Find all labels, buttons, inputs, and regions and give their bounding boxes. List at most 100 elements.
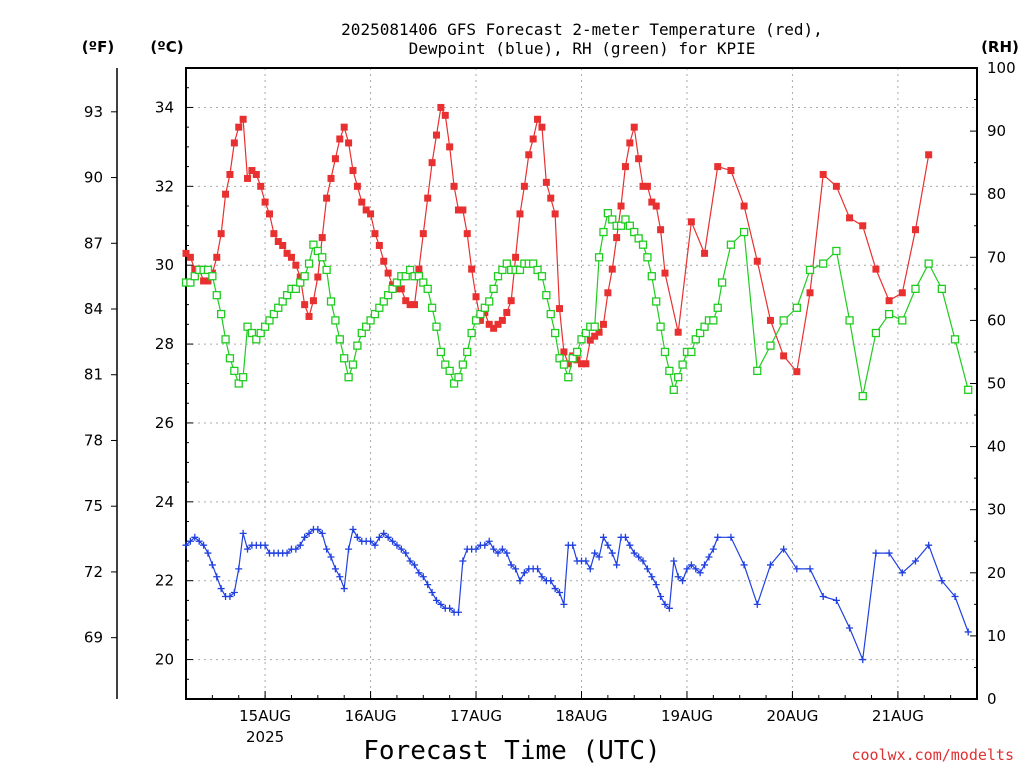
fahrenheit-unit-label: (ºF) — [82, 38, 114, 56]
fahrenheit-tick-label: 78 — [84, 431, 103, 449]
dewpoint-point — [586, 565, 594, 573]
temperature-point — [538, 123, 546, 131]
dewpoint-point — [375, 533, 383, 541]
temperature-point — [476, 316, 484, 324]
temperature-point — [468, 265, 476, 273]
temperature-point — [406, 301, 414, 309]
rh-point — [423, 284, 432, 294]
dewpoint-point — [626, 541, 634, 549]
rh-point — [458, 360, 468, 369]
temperature-point — [349, 167, 357, 175]
temperature-point — [701, 249, 709, 257]
temperature-point — [375, 241, 383, 249]
rh-point — [950, 335, 960, 344]
rh-point — [630, 227, 639, 237]
rh-point — [687, 347, 696, 357]
temperature-point — [428, 159, 436, 167]
temperature-point — [582, 360, 590, 368]
fahrenheit-tick-label: 93 — [84, 103, 103, 121]
dewpoint-point — [507, 561, 515, 569]
series-layer — [181, 103, 973, 664]
rh-point — [480, 303, 489, 312]
rh-unit-label: (RH) — [981, 38, 1019, 56]
celsius-tick-label: 20 — [155, 651, 174, 669]
rh-point — [709, 316, 718, 325]
temperature-point — [204, 277, 212, 285]
temperature-point — [213, 253, 221, 261]
dewpoint-point — [692, 565, 700, 573]
x-tick-label: 20AUG — [766, 707, 818, 725]
temperature-point — [437, 103, 445, 111]
dewpoint-point — [613, 561, 621, 569]
celsius-tick-label: 26 — [155, 414, 174, 432]
x-tick-label: 18AUG — [556, 707, 608, 725]
rh-point — [208, 272, 217, 281]
rh-point — [225, 354, 235, 363]
x-tick-label: 19AUG — [661, 707, 713, 725]
dewpoint-point — [323, 545, 331, 553]
rh-point — [898, 316, 907, 325]
temperature-point — [652, 202, 660, 210]
temperature-point — [257, 182, 265, 190]
rh-point — [739, 227, 749, 237]
rh-point — [533, 265, 542, 275]
rh-point — [608, 215, 617, 224]
dewpoint-point — [701, 561, 709, 569]
rh-point — [265, 316, 274, 325]
temperature-point — [525, 151, 533, 159]
x-tick-label: 17AUG — [450, 707, 502, 725]
temperature-point — [358, 198, 366, 206]
temperature-point — [441, 111, 449, 119]
dewpoint-point — [538, 573, 546, 581]
rh-point — [555, 354, 564, 363]
series-dewpoint — [182, 525, 972, 664]
rh-point — [318, 253, 327, 262]
rh-point — [256, 328, 265, 338]
dewpoint-point — [911, 557, 919, 565]
rh-point — [502, 259, 511, 268]
rh-point — [449, 379, 459, 388]
temperature-point — [367, 210, 375, 218]
dewpoint-point — [411, 561, 419, 569]
rh-point — [260, 322, 270, 331]
rh-point — [304, 259, 314, 268]
dewpoint-point — [217, 585, 225, 593]
dewpoint-point — [657, 592, 665, 600]
temperature-point — [621, 163, 629, 171]
temperature-point — [301, 301, 309, 309]
rh-tick-label: 70 — [987, 248, 1006, 266]
rh-point — [572, 347, 582, 357]
rh-point — [340, 354, 349, 363]
dewpoint-point — [380, 529, 388, 537]
rh-point — [309, 240, 318, 249]
temperature-point — [459, 206, 467, 214]
dewpoint-point — [534, 565, 542, 573]
rh-point — [665, 366, 674, 376]
rh-tick-label: 50 — [987, 375, 1006, 393]
rh-point — [375, 303, 384, 312]
temperature-point — [595, 328, 603, 336]
temperature-point — [318, 234, 326, 242]
temperature-point — [323, 194, 331, 202]
temperature-point — [657, 226, 665, 234]
rh-point — [353, 341, 362, 350]
dewpoint-point — [674, 573, 682, 581]
rh-tick-label: 40 — [987, 438, 1006, 456]
temperature-point — [371, 230, 379, 238]
temperature-point — [252, 170, 260, 178]
rh-point — [476, 309, 485, 319]
rh-point — [247, 328, 257, 338]
dewpoint-point — [516, 577, 524, 585]
rh-point — [348, 360, 358, 369]
rh-point — [911, 284, 920, 294]
temperature-point — [911, 226, 919, 234]
rh-point — [564, 373, 573, 382]
dewpoint-point — [459, 557, 467, 565]
temperature-point — [591, 332, 599, 340]
credit-text: coolwx.com/modelts — [851, 746, 1014, 764]
temperature-point — [270, 230, 278, 238]
rh-point — [471, 316, 481, 325]
dewpoint-point — [419, 573, 427, 581]
dewpoint-point — [665, 604, 673, 612]
dewpoint-point — [353, 533, 361, 541]
